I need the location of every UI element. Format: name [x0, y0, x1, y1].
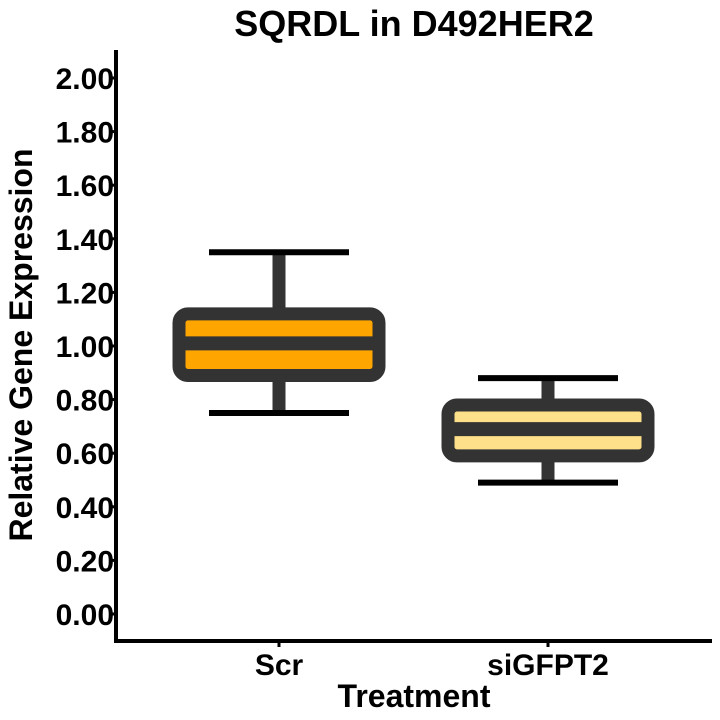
y-tick-label: 0.40 [56, 492, 114, 525]
y-tick-label: 1.40 [56, 224, 114, 257]
y-tick-label: 1.80 [56, 117, 114, 150]
y-tick-label: 1.20 [56, 277, 114, 310]
y-tick-label: 2.00 [56, 63, 114, 96]
chart-title: SQRDL in D492HER2 [234, 3, 593, 44]
x-axis-label: Treatment [338, 678, 491, 714]
x-tick-label: siGFPT2 [487, 649, 609, 682]
y-tick-label: 0.80 [56, 385, 114, 418]
y-tick-label: 0.60 [56, 438, 114, 471]
x-tick-label: Scr [255, 649, 304, 682]
y-tick-label: 0.20 [56, 545, 114, 578]
y-tick-label: 0.00 [56, 599, 114, 632]
y-tick-label: 1.60 [56, 170, 114, 203]
y-tick-label: 1.00 [56, 331, 114, 364]
plot-area: 0.00 0.20 0.40 0.60 0.80 1.00 1.20 1.40 1.60 1.80… [56, 50, 712, 682]
y-axis-label: Relative Gene Expression [3, 148, 39, 541]
